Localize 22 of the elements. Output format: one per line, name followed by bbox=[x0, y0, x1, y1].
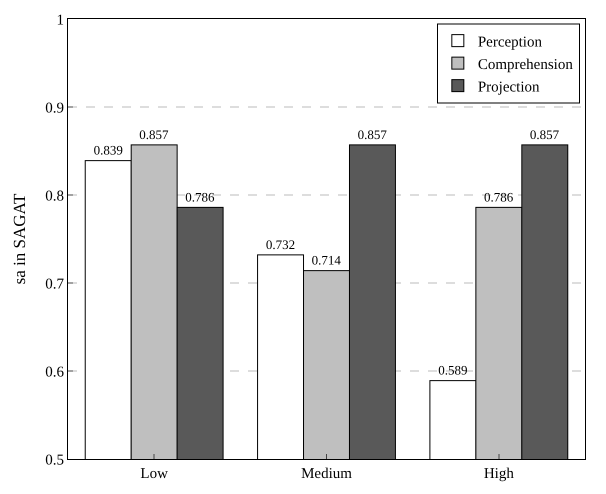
y-tick-label: 0.8 bbox=[45, 188, 64, 204]
legend-label: Projection bbox=[478, 80, 540, 96]
y-tick-label: 0.6 bbox=[45, 364, 64, 380]
data-label: 0.857 bbox=[139, 126, 170, 142]
y-tick-label: 0.7 bbox=[45, 276, 64, 292]
data-label: 0.857 bbox=[358, 126, 388, 142]
y-axis-title: sa in SAGAT bbox=[10, 193, 29, 284]
x-tick-label: Medium bbox=[301, 466, 352, 482]
data-label: 0.786 bbox=[484, 189, 514, 204]
y-tick-label: 0.5 bbox=[45, 452, 64, 468]
x-tick-label: High bbox=[484, 466, 514, 482]
data-label: 0.714 bbox=[312, 252, 342, 268]
y-tick-label: 1 bbox=[56, 12, 64, 28]
legend-label: Perception bbox=[478, 34, 542, 50]
legend-label: Comprehension bbox=[478, 57, 574, 73]
data-label: 0.839 bbox=[94, 142, 123, 158]
y-tick-label: 0.9 bbox=[45, 100, 64, 116]
data-label: 0.786 bbox=[185, 189, 215, 204]
data-label: 0.589 bbox=[438, 362, 468, 378]
x-tick-label: Low bbox=[140, 466, 168, 482]
data-label: 0.857 bbox=[530, 126, 560, 142]
data-label: 0.732 bbox=[266, 236, 296, 252]
